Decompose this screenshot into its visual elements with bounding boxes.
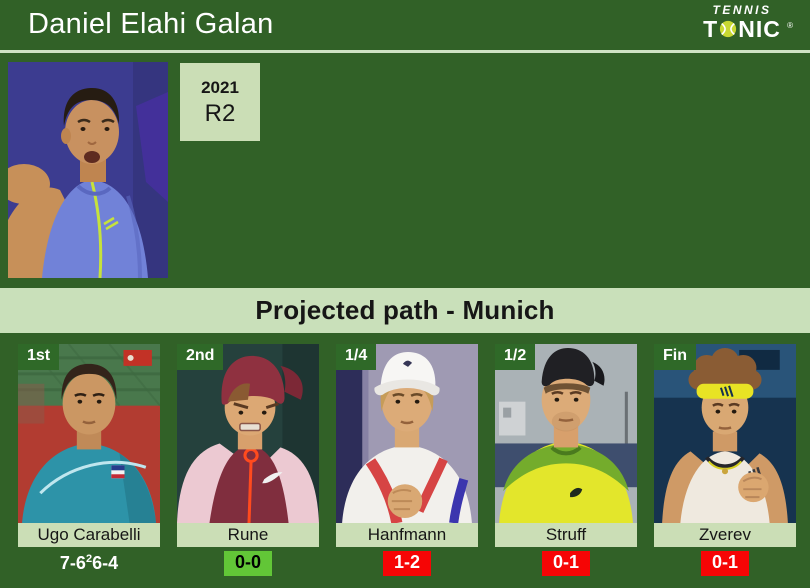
- stage-label: 1st: [18, 344, 60, 370]
- projected-path-cards: 1st Ugo Carabelli 7-626-4: [18, 344, 796, 577]
- opponent-card-hanfmann: 1/4 Hanfmann 1-2: [336, 344, 478, 577]
- event-box: 2021 R2: [180, 63, 260, 141]
- player-name: Struff: [495, 523, 637, 547]
- page-title: Daniel Elahi Galan: [28, 8, 274, 40]
- registered-mark: ®: [787, 21, 794, 30]
- opponent-card-struff: 1/2 Struff 0-1: [495, 344, 637, 577]
- result-row: 7-626-4: [18, 550, 160, 577]
- stage-label: 2nd: [177, 344, 224, 370]
- h2h-badge: 1-2: [382, 551, 431, 576]
- tennis-tonic-logo: TENNIS T NIC ®: [692, 3, 794, 42]
- header: Daniel Elahi Galan TENNIS T NIC ®: [0, 0, 810, 53]
- section-title: Projected path - Munich: [255, 295, 555, 325]
- stage-label: 1/2: [495, 344, 536, 370]
- player-photo-struff: 1/2: [495, 344, 637, 523]
- logo-letter-t: T: [703, 16, 719, 42]
- result-row: 0-1: [654, 550, 796, 577]
- h2h-badge: 0-1: [541, 551, 590, 576]
- opponent-card-rune: 2nd Rune 0-0: [177, 344, 319, 577]
- player-photo-zverev: Fin: [654, 344, 796, 523]
- tennis-ball-icon: [720, 20, 737, 38]
- opponent-card-carabelli: 1st Ugo Carabelli 7-626-4: [18, 344, 160, 577]
- opponent-card-zverev: Fin Zverev 0-1: [654, 344, 796, 577]
- match-score: 7-626-4: [59, 553, 119, 573]
- result-row: 1-2: [336, 550, 478, 577]
- event-round: R2: [204, 99, 236, 127]
- logo-tonic-text: T NIC ®: [692, 16, 794, 42]
- result-row: 0-1: [495, 550, 637, 577]
- player-photo-daniel-elahi-galan: [8, 62, 168, 278]
- stage-label: Fin: [654, 344, 696, 370]
- stage-label: 1/4: [336, 344, 377, 370]
- player-name: Zverev: [654, 523, 796, 547]
- player-photo-ugo-carabelli: 1st: [18, 344, 160, 523]
- logo-letters-nic: NIC: [738, 16, 781, 42]
- player-name: Ugo Carabelli: [18, 523, 160, 547]
- h2h-badge: 0-0: [223, 551, 272, 576]
- event-year: 2021: [201, 77, 239, 97]
- h2h-badge: 0-1: [700, 551, 749, 576]
- result-row: 0-0: [177, 550, 319, 577]
- player-photo-hanfmann: 1/4: [336, 344, 478, 523]
- logo-tennis-text: TENNIS: [712, 3, 772, 17]
- player-photo-rune: 2nd: [177, 344, 319, 523]
- section-title-band: Projected path - Munich: [0, 288, 810, 333]
- player-name: Hanfmann: [336, 523, 478, 547]
- player-name: Rune: [177, 523, 319, 547]
